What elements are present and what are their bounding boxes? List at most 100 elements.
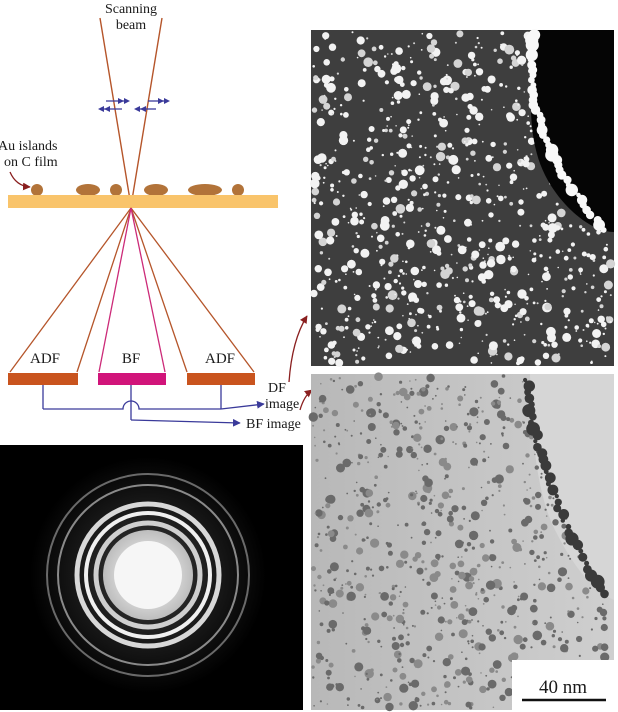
bf-particle [444,420,447,422]
bf-particle [581,616,584,619]
bf-particle [468,576,475,582]
bf-particle [541,557,545,561]
bf-particle [346,580,352,586]
df-particle [401,170,403,172]
df-particle [373,320,377,324]
bf-particle [440,703,443,706]
bf-particle [589,587,592,590]
df-particle [331,113,334,115]
df-particle [394,293,397,296]
bf-particle [437,618,440,621]
bf-particle [356,547,364,555]
bf-particle [533,535,538,540]
bf-detector [98,373,166,385]
df-particle [417,231,420,233]
df-particle [451,276,454,280]
df-particle [357,79,366,88]
bf-particle [382,412,389,419]
df-particle [391,224,395,228]
bf-particle [411,447,414,450]
bf-particle [513,581,515,583]
bf-particle [408,701,418,711]
df-particle [609,320,612,324]
df-particle [503,106,505,108]
df-particle [338,180,341,183]
df-particle [476,307,485,316]
bf-edge-particle [600,589,609,599]
df-particle [424,191,430,196]
bf-particle [443,699,449,705]
bf-particle [351,560,354,563]
bf-particle [486,687,490,691]
df-particle [328,257,331,260]
df-particle [521,63,524,66]
df-particle [569,224,573,228]
df-particle [455,303,464,312]
bf-particle [567,610,570,613]
bf-particle [367,640,370,644]
df-particle [448,154,459,165]
bf-particle [465,676,473,683]
df-particle [368,126,375,132]
df-particle [426,32,433,40]
bf-particle [365,566,370,571]
df-particle [379,258,386,265]
df-particle [524,296,529,301]
bf-particle [456,617,458,619]
df-particle [542,272,551,282]
df-particle [456,313,466,323]
bf-particle [437,605,442,610]
df-particle [542,352,550,359]
bf-particle [324,477,327,480]
df-particle [395,47,403,55]
df-particle [467,319,469,322]
df-particle [538,235,541,237]
df-particle [530,153,533,156]
df-particle [395,125,397,127]
df-particle [442,217,445,219]
df-particle [478,249,481,251]
bf-particle [457,613,465,621]
df-particle [376,234,385,243]
df-particle [488,297,494,303]
bf-particle [378,565,385,572]
df-particle [432,112,437,116]
bf-particle [557,637,563,642]
bf-particle [314,589,317,592]
df-particle [344,93,352,102]
bf-particle [367,396,373,402]
df-particle [344,326,349,330]
df-particle [519,224,522,227]
df-particle [354,294,361,301]
bf-particle [423,444,432,453]
bf-particle [478,643,486,651]
df-particle [434,226,437,229]
bf-particle [571,596,575,600]
df-particle [435,177,438,180]
df-particle [328,278,331,281]
bf-particle [478,442,481,445]
df-particle [311,187,320,196]
df-particle [580,344,583,348]
bf-particle [377,456,380,459]
df-particle [385,296,389,299]
bf-particle [497,403,500,406]
bf-particle [444,620,447,623]
df-particle [490,141,496,148]
df-particle [602,255,607,260]
bf-particle [528,473,531,476]
bf-micrograph: 40 nm [308,372,614,712]
bf-particle [410,493,414,497]
bf-particle [325,659,329,662]
df-particle [366,37,369,40]
df-particle [416,343,422,349]
df-particle [358,194,361,196]
bf-particle [441,597,444,599]
bf-particle [395,559,405,568]
df-particle [518,109,526,117]
df-particle [457,244,461,247]
df-particle [390,254,399,263]
df-particle [578,338,583,343]
bf-particle [461,487,465,491]
bf-particle [419,426,423,430]
